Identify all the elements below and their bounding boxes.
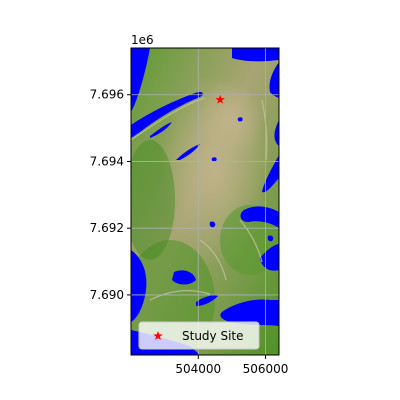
terrain-raster — [131, 48, 279, 355]
study-site-markers — [215, 94, 225, 104]
x-tick-label: 504000 — [175, 362, 221, 376]
y-axis-offset-label: 1e6 — [131, 33, 154, 47]
y-tick-label: 7.692 — [90, 221, 124, 235]
axes-frame — [130, 47, 280, 356]
legend-label-study-site: Study Site — [182, 329, 244, 343]
x-tick-label: 506000 — [243, 362, 289, 376]
river-banks — [131, 97, 268, 301]
y-tick-label: 7.694 — [90, 154, 124, 168]
legend: Study Site — [138, 321, 260, 350]
y-tick-label: 7.696 — [90, 88, 124, 102]
y-tick-label: 7.690 — [90, 288, 124, 302]
legend-box — [138, 321, 260, 350]
y-axis-ticks: 7.690 7.692 7.694 7.696 — [90, 88, 131, 302]
study-site-marker — [215, 94, 225, 104]
grid-lines — [131, 48, 279, 355]
x-axis-ticks: 504000 506000 — [175, 355, 288, 376]
legend-star-icon — [153, 331, 163, 341]
